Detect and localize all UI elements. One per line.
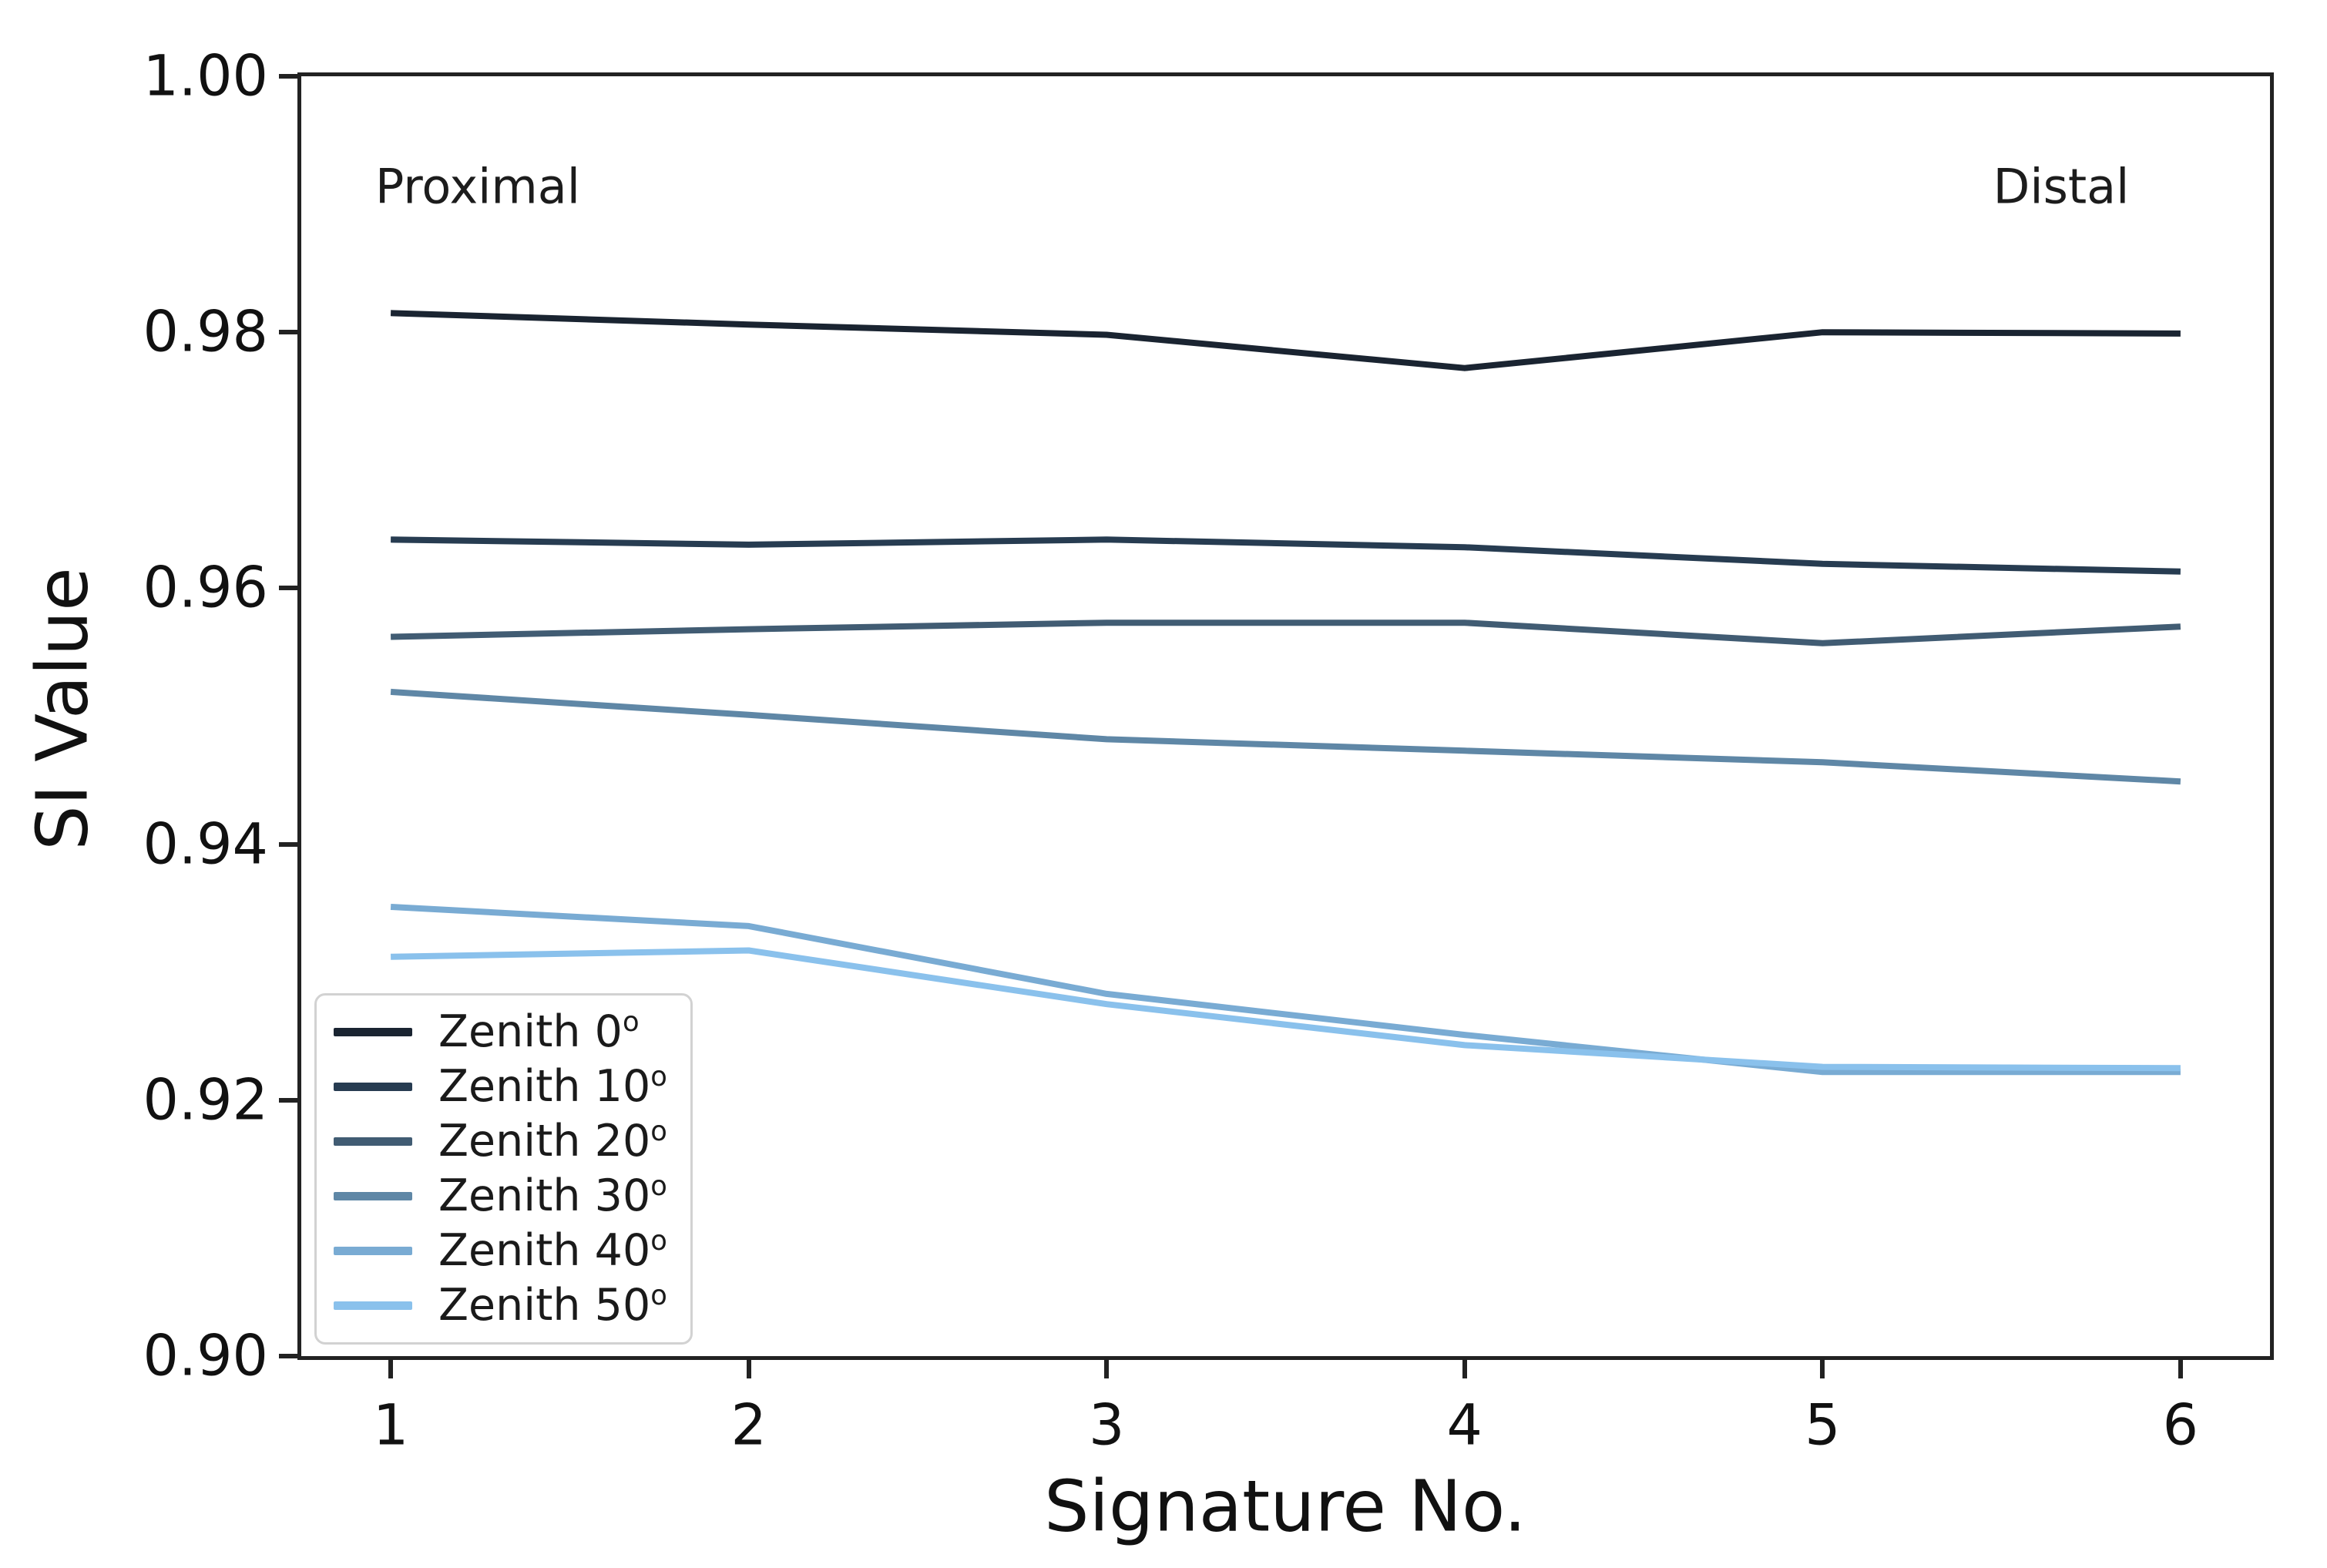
legend-entry: Zenith 0o (334, 1005, 667, 1059)
legend-swatch-icon (334, 1083, 412, 1091)
data-line-zenith-30 (390, 688, 2181, 785)
data-line-zenith-20 (391, 619, 2181, 646)
legend-label: Zenith 30o (438, 1170, 667, 1221)
legend-swatch-icon (334, 1028, 412, 1036)
legend-label: Zenith 0o (438, 1006, 640, 1057)
y-tick-label: 1.00 (143, 43, 268, 109)
x-tick-label: 4 (1446, 1392, 1482, 1459)
x-tick-mark (2178, 1360, 2183, 1378)
x-axis-title: Signature No. (1044, 1465, 1526, 1548)
legend-label: Zenith 40o (438, 1225, 667, 1276)
y-axis-title: SI Value (21, 567, 104, 851)
y-tick-mark (279, 330, 297, 335)
y-tick-mark (279, 841, 297, 847)
x-tick-label: 6 (2162, 1392, 2199, 1459)
data-line-zenith-50 (391, 947, 2181, 1072)
y-tick-label: 0.94 (143, 811, 268, 878)
legend-entry: Zenith 50o (334, 1278, 667, 1333)
legend-swatch-icon (334, 1192, 412, 1200)
x-tick-label: 5 (1805, 1392, 1841, 1459)
x-tick-mark (388, 1360, 394, 1378)
legend-entry: Zenith 30o (334, 1169, 667, 1224)
legend-entry: Zenith 10o (334, 1059, 667, 1114)
y-tick-mark (279, 74, 297, 79)
y-tick-label: 0.96 (143, 555, 268, 621)
data-line-zenith-0 (390, 310, 2181, 371)
annotation-proximal: Proximal (375, 158, 580, 215)
legend-entry: Zenith 20o (334, 1114, 667, 1169)
legend-entry: Zenith 40o (334, 1224, 667, 1278)
legend-swatch-icon (334, 1137, 412, 1146)
x-tick-mark (1104, 1360, 1110, 1378)
annotation-distal: Distal (1993, 158, 2130, 215)
y-tick-mark (279, 586, 297, 591)
y-tick-mark (279, 1097, 297, 1103)
legend: Zenith 0o Zenith 10o Zenith 20o Zenith 30o Z… (314, 993, 693, 1345)
y-tick-label: 0.90 (143, 1323, 268, 1389)
y-tick-label: 0.98 (143, 299, 268, 365)
legend-label: Zenith 10o (438, 1061, 667, 1112)
x-tick-mark (1820, 1360, 1825, 1378)
y-tick-mark (279, 1354, 297, 1358)
legend-label: Zenith 20o (438, 1116, 667, 1167)
x-tick-label: 3 (1088, 1392, 1125, 1459)
x-tick-label: 1 (372, 1392, 409, 1459)
x-tick-label: 2 (730, 1392, 767, 1459)
x-tick-mark (746, 1360, 751, 1378)
y-tick-label: 0.92 (143, 1067, 268, 1133)
data-line-zenith-40 (390, 904, 2181, 1076)
lines-svg (390, 310, 2181, 1076)
x-tick-mark (1462, 1360, 1467, 1378)
legend-swatch-icon (334, 1247, 412, 1255)
data-line-zenith-10 (391, 536, 2181, 575)
legend-swatch-icon (334, 1301, 412, 1310)
legend-label: Zenith 50o (438, 1280, 667, 1331)
